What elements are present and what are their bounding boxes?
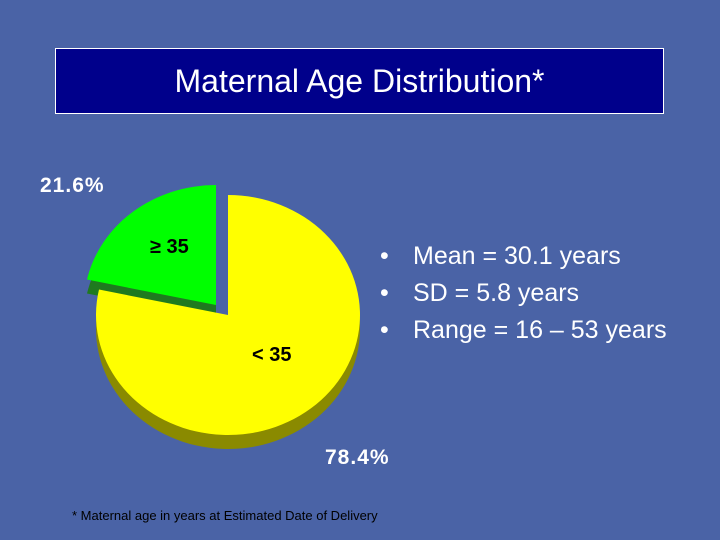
stat-mean-text: Mean = 30.1 years	[413, 242, 621, 270]
slice-label-over-35: ≥ 35	[150, 236, 189, 258]
footnote: * Maternal age in years at Estimated Dat…	[72, 508, 378, 523]
stat-sd-text: SD = 5.8 years	[413, 279, 580, 307]
slide-title: Maternal Age Distribution*	[174, 62, 545, 99]
stat-range: • Range = 16 – 53 years	[380, 312, 667, 349]
bullet: •	[380, 279, 389, 307]
slice-over-35	[87, 185, 216, 305]
stat-range-text: Range = 16 – 53 years	[413, 316, 667, 344]
bullet: •	[380, 242, 389, 270]
data-label-under-35: 78.4%	[325, 446, 390, 469]
slice-under-35	[95, 195, 360, 435]
title-box: Maternal Age Distribution*	[55, 48, 664, 114]
stat-sd: • SD = 5.8 years	[380, 275, 667, 312]
stat-mean: • Mean = 30.1 years	[380, 238, 667, 275]
slice-label-under-35: < 35	[252, 344, 292, 366]
bullet: •	[380, 316, 389, 344]
stats-list: • Mean = 30.1 years • SD = 5.8 years • R…	[380, 238, 667, 349]
data-label-over-35: 21.6%	[40, 174, 105, 197]
